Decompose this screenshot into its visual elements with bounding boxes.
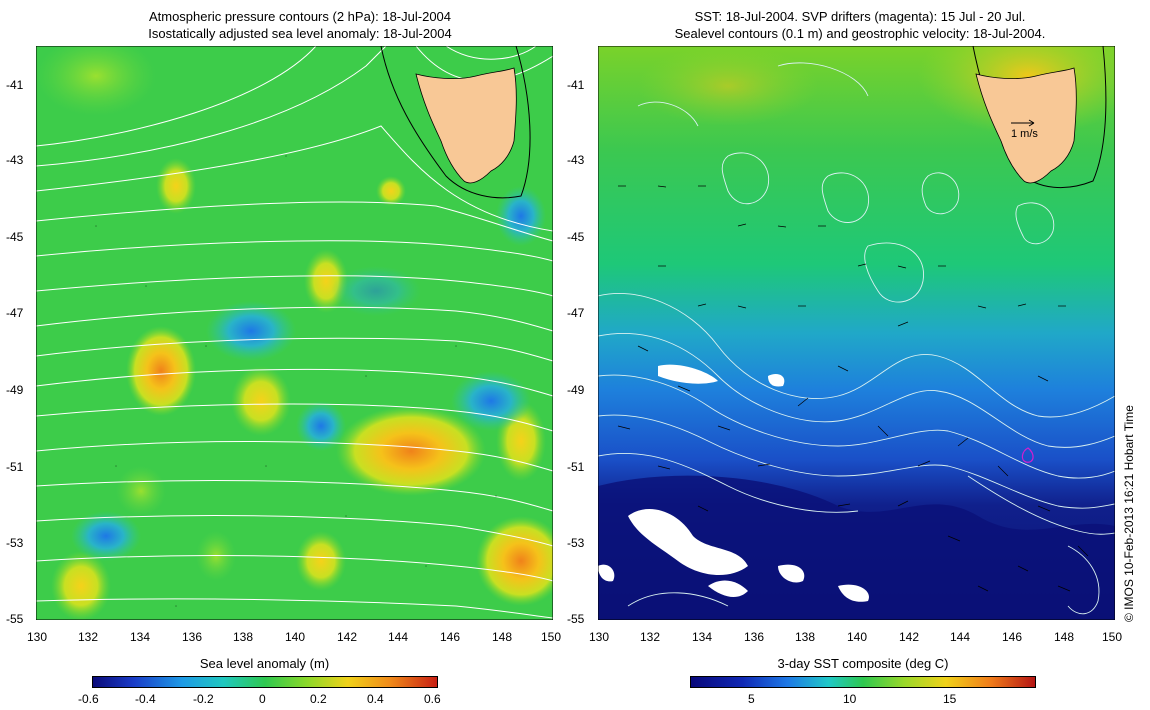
- lon-tick: 150: [1102, 630, 1123, 644]
- lat-tick: -45: [567, 230, 585, 244]
- lon-tick: 140: [285, 630, 306, 644]
- colorbar-tick: -0.2: [193, 692, 214, 706]
- lon-tick: 132: [78, 630, 99, 644]
- colorbar-tick: 15: [943, 692, 957, 706]
- lon-tick: 136: [182, 630, 203, 644]
- lat-tick: -49: [6, 383, 24, 397]
- lat-tick: -47: [567, 306, 585, 320]
- lon-tick: 148: [1054, 630, 1075, 644]
- sea-level-colorbar: [92, 676, 438, 688]
- lat-tick: -51: [6, 460, 24, 474]
- sst-colorbar-title: 3-day SST composite (deg C): [777, 656, 949, 671]
- lon-tick: 134: [692, 630, 713, 644]
- lon-tick: 146: [1002, 630, 1023, 644]
- lat-tick: -43: [6, 153, 24, 167]
- lon-tick: 138: [233, 630, 254, 644]
- sea-level-anomaly-map[interactable]: [36, 46, 553, 620]
- svp-drifter-track: [1021, 447, 1034, 463]
- colorbar-tick: 0.6: [424, 692, 441, 706]
- sea-level-colorbar-title: Sea level anomaly (m): [199, 656, 330, 671]
- colorbar-tick: 0: [259, 692, 266, 706]
- colorbar-tick: 5: [748, 692, 755, 706]
- colorbar-tick: 0.4: [367, 692, 384, 706]
- lat-tick: -43: [567, 153, 585, 167]
- lat-tick: -55: [6, 612, 24, 626]
- colorbar-tick: 10: [843, 692, 857, 706]
- right-title-line2: Sealevel contours (0.1 m) and geostrophi…: [674, 26, 1046, 41]
- lon-tick: 138: [795, 630, 816, 644]
- lat-tick: -53: [567, 536, 585, 550]
- copyright-notice: © IMOS 10-Feb-2013 16:21 Hobart Time: [1122, 405, 1136, 622]
- lat-tick: -55: [567, 612, 585, 626]
- lon-tick: 130: [589, 630, 610, 644]
- right-title: SST: 18-Jul-2004. SVP drifters (magenta)…: [590, 8, 1130, 42]
- lat-tick: -41: [6, 78, 24, 92]
- lon-tick: 130: [27, 630, 48, 644]
- tasmania-landmass: [975, 67, 1077, 184]
- right-title-line1: SST: 18-Jul-2004. SVP drifters (magenta)…: [694, 9, 1026, 24]
- lat-tick: -47: [6, 306, 24, 320]
- lon-tick: 148: [492, 630, 513, 644]
- velocity-scale-label: 1 m/s: [1011, 128, 1038, 140]
- lon-tick: 136: [744, 630, 765, 644]
- lon-tick: 142: [899, 630, 920, 644]
- lon-tick: 140: [847, 630, 868, 644]
- lon-tick: 146: [440, 630, 461, 644]
- lon-tick: 144: [388, 630, 409, 644]
- lat-tick: -51: [567, 460, 585, 474]
- sst-map[interactable]: 1 m/s: [598, 46, 1115, 620]
- lat-tick: -53: [6, 536, 24, 550]
- lat-tick: -45: [6, 230, 24, 244]
- lon-tick: 132: [640, 630, 661, 644]
- colorbar-tick: 0.2: [310, 692, 327, 706]
- lon-tick: 150: [541, 630, 562, 644]
- left-title-line1: Atmospheric pressure contours (2 hPa): 1…: [148, 9, 452, 24]
- lon-tick: 144: [950, 630, 971, 644]
- lat-tick: -41: [567, 78, 585, 92]
- lat-tick: -49: [567, 383, 585, 397]
- colorbar-tick: -0.4: [135, 692, 156, 706]
- lon-tick: 134: [130, 630, 151, 644]
- left-title: Atmospheric pressure contours (2 hPa): 1…: [40, 8, 560, 42]
- sst-colorbar: [690, 676, 1036, 688]
- lon-tick: 142: [337, 630, 358, 644]
- left-title-line2: Isostatically adjusted sea level anomaly…: [148, 26, 452, 41]
- colorbar-tick: -0.6: [78, 692, 99, 706]
- tasmania-landmass: [415, 67, 517, 184]
